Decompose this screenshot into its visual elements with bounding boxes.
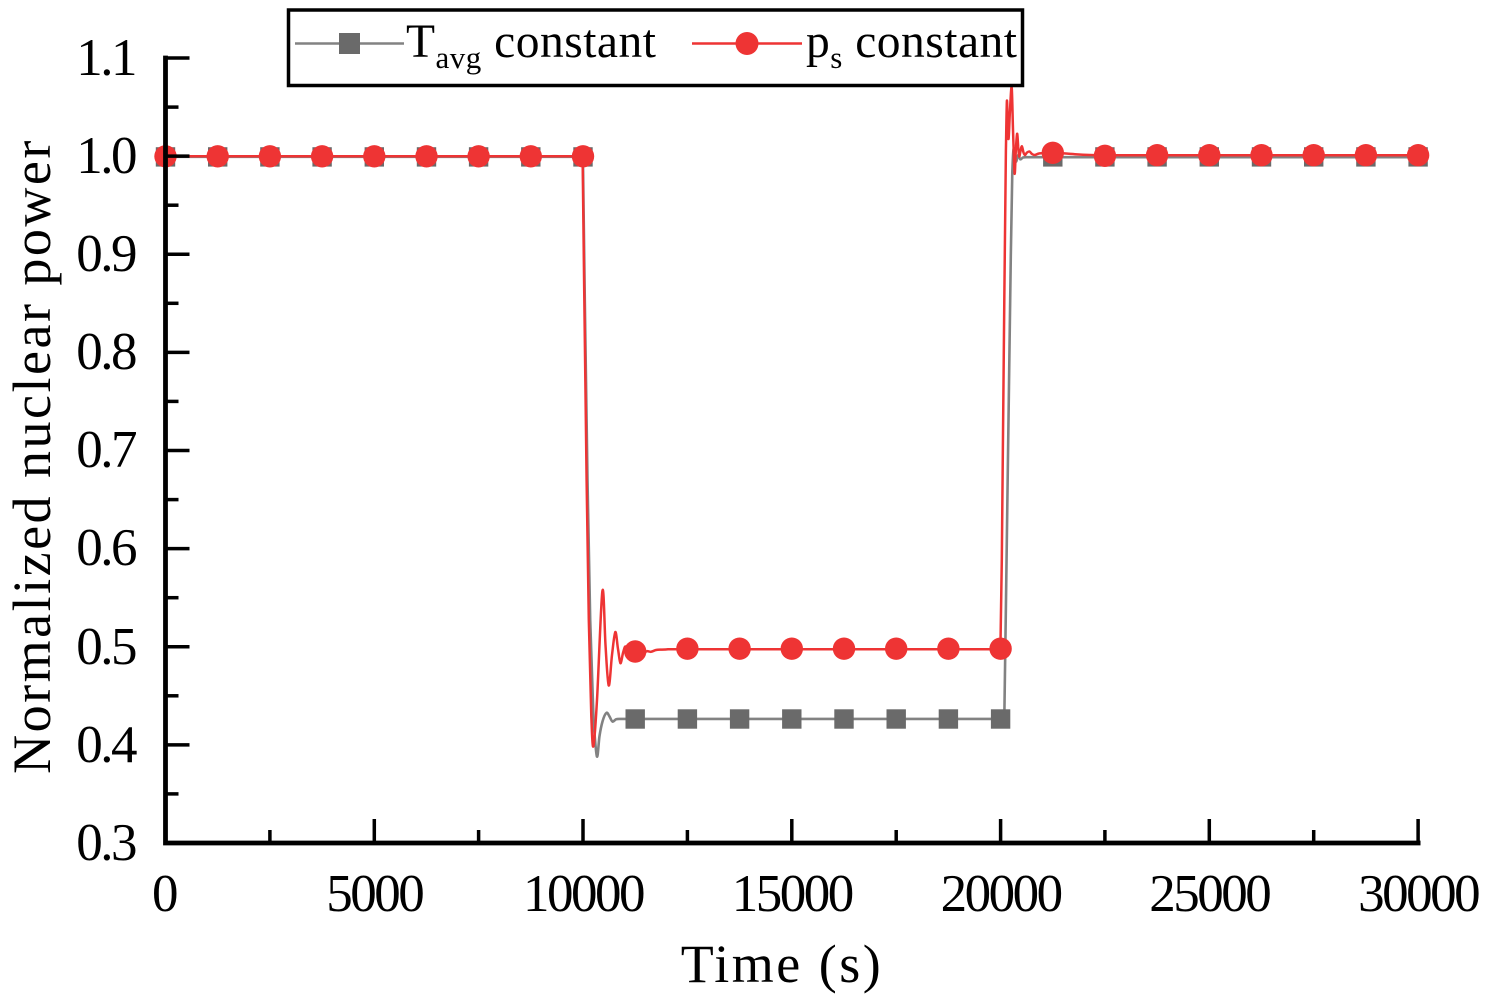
svg-text:15000: 15000 xyxy=(732,865,853,923)
svg-text:10000: 10000 xyxy=(523,865,644,923)
svg-text:ps constant: ps constant xyxy=(806,16,1018,75)
svg-text:0: 0 xyxy=(152,865,177,923)
svg-text:20000: 20000 xyxy=(941,865,1062,923)
svg-text:0.9: 0.9 xyxy=(76,225,136,283)
svg-text:Normalized nuclear power: Normalized nuclear power xyxy=(2,138,62,774)
svg-text:0.5: 0.5 xyxy=(76,618,136,676)
svg-text:25000: 25000 xyxy=(1149,865,1270,923)
svg-text:0.3: 0.3 xyxy=(76,814,136,872)
svg-text:1.0: 1.0 xyxy=(76,127,136,185)
svg-text:Tavg constant: Tavg constant xyxy=(406,16,656,75)
svg-text:0.4: 0.4 xyxy=(76,716,137,774)
svg-text:Time (s): Time (s) xyxy=(681,934,884,994)
svg-text:0.6: 0.6 xyxy=(76,519,136,577)
svg-text:1.1: 1.1 xyxy=(76,29,135,87)
svg-text:0.7: 0.7 xyxy=(76,421,136,479)
svg-text:0.8: 0.8 xyxy=(76,323,136,381)
svg-text:5000: 5000 xyxy=(326,865,423,923)
svg-text:30000: 30000 xyxy=(1358,865,1479,923)
